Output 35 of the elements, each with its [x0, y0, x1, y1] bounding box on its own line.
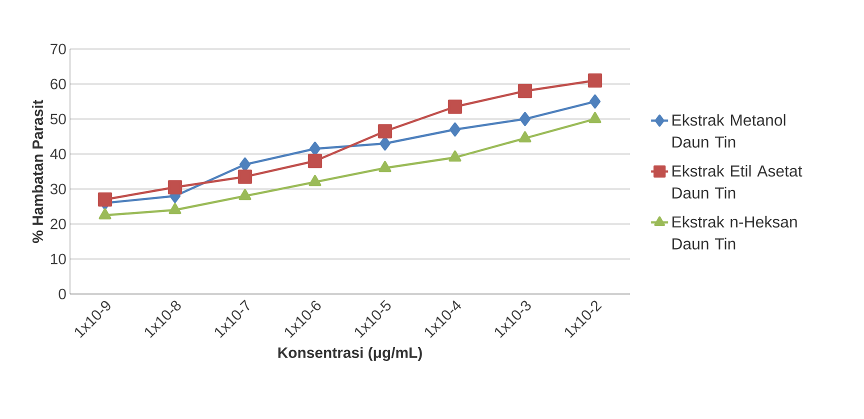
- point: [588, 73, 602, 88]
- point: [588, 112, 602, 124]
- point: [98, 192, 112, 207]
- point: [308, 154, 322, 168]
- legend-label: Ekstrak n-Heksan Daun Tin: [672, 216, 797, 250]
- point: [378, 124, 392, 138]
- point: [448, 150, 462, 162]
- point: [238, 188, 252, 200]
- point: [448, 100, 462, 114]
- y-tick-label: 60: [50, 78, 66, 90]
- y-axis-title: % Hambatan Parasit: [32, 100, 44, 243]
- y-tick-label: 50: [50, 114, 66, 124]
- y-tick-label: 70: [50, 44, 66, 54]
- point: [378, 160, 392, 172]
- point: [238, 170, 252, 184]
- y-tick-label: 30: [50, 184, 66, 194]
- point: [449, 122, 461, 137]
- legend-label: Ekstrak Etil Asetat Daun Tin: [672, 164, 802, 199]
- point: [519, 112, 531, 126]
- y-tick-label: 40: [50, 148, 66, 160]
- y-tick-label: 20: [50, 218, 66, 230]
- point: [518, 84, 532, 98]
- legend-label: Ekstrak Metanol Daun Tin: [672, 114, 786, 148]
- point: [168, 202, 182, 214]
- point: [308, 174, 322, 186]
- point: [168, 180, 182, 194]
- x-axis-title: Konsentrasi (μg/mL): [278, 346, 422, 361]
- y-tick-label: 0: [58, 288, 66, 300]
- point: [379, 136, 391, 151]
- point: [589, 94, 601, 109]
- point: [309, 142, 321, 156]
- point: [518, 131, 532, 142]
- point: [98, 208, 112, 220]
- point: [239, 157, 251, 172]
- y-tick-label: 10: [51, 254, 66, 264]
